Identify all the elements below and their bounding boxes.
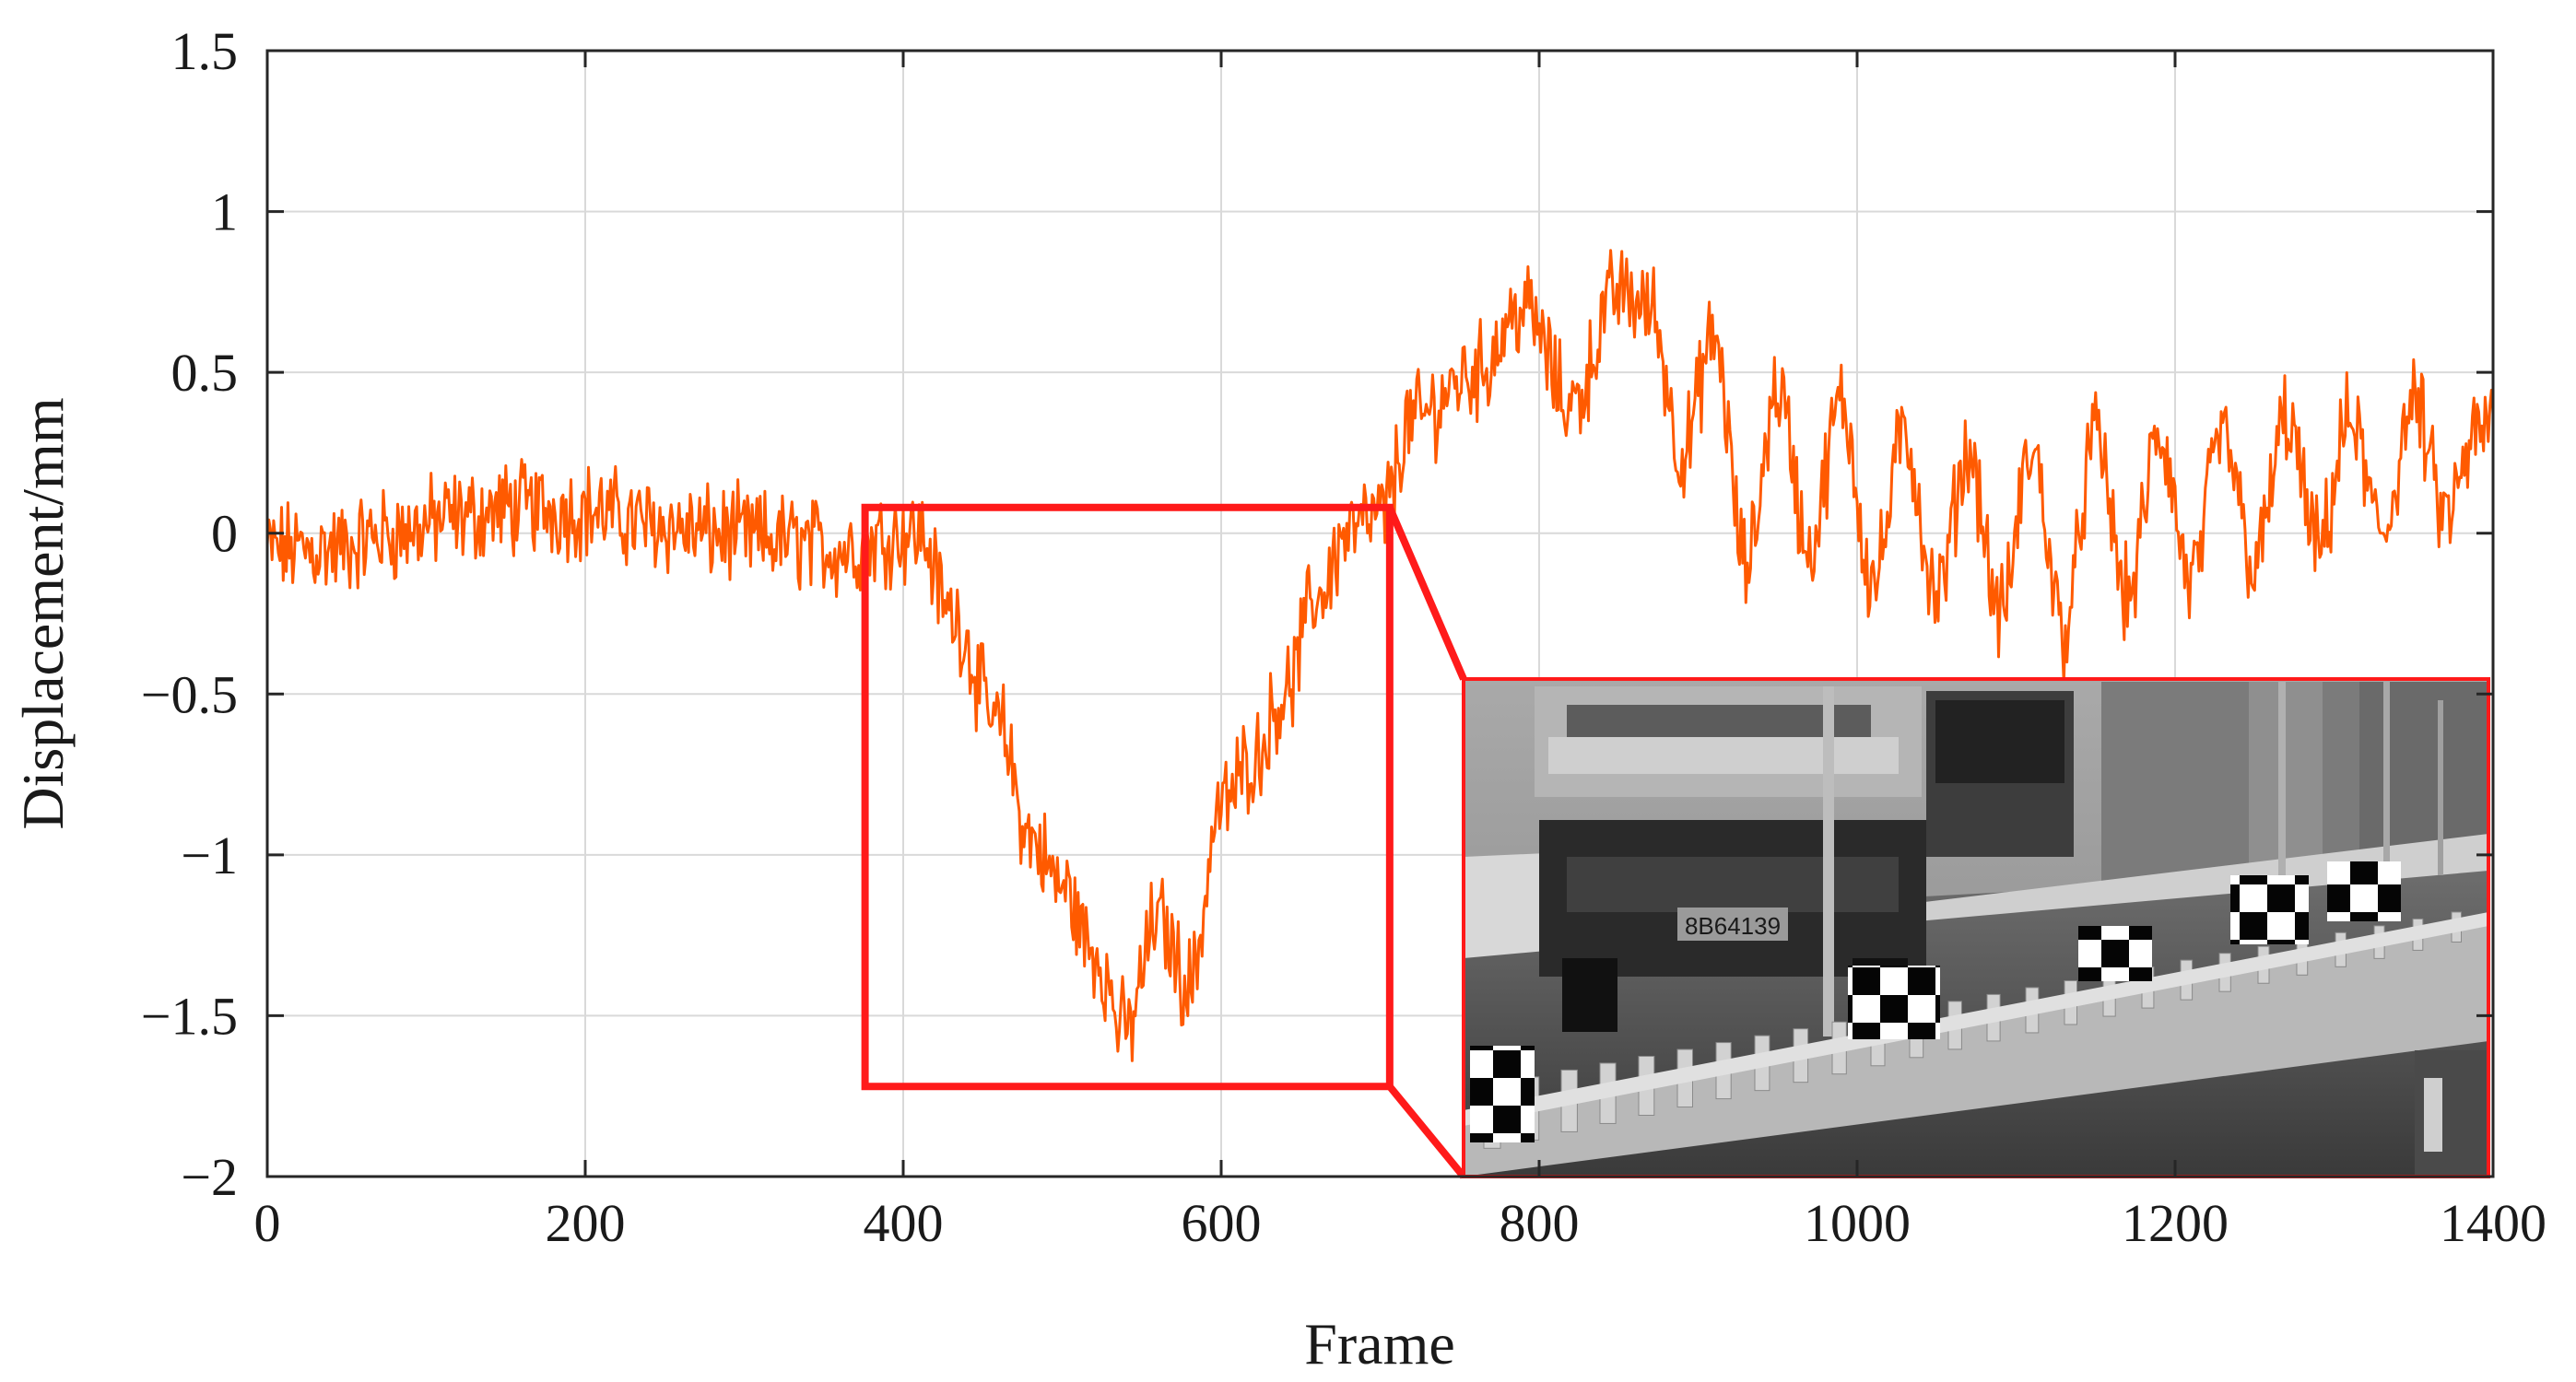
y-axis-label: Displacement/mm [10,397,76,829]
ticks [265,49,2495,1178]
y-tick-label: −1.5 [141,986,238,1046]
zoom-connector-bottom [1386,1083,1467,1179]
y-tick-label: −1 [181,826,238,885]
series-line [267,249,2493,1062]
x-tick-label: 0 [254,1193,281,1253]
x-tick-label: 400 [864,1193,944,1253]
plot-frame [265,49,2495,1178]
series-layer [267,249,2493,1062]
y-tick-label: 0 [211,504,238,564]
target-5 [2327,861,2401,921]
target-3 [2078,926,2152,981]
y-tick-label: −0.5 [141,664,238,724]
y-tick-label: 1 [211,182,238,242]
tick-labels: 0 200 400 600 800 1000 1200 1400 −2 −1.5 −1 −0.5 0 0.… [141,21,2547,1253]
x-axis-label: Frame [1304,1311,1455,1376]
target-2 [1848,966,1940,1039]
x-tick-label: 1400 [2440,1193,2547,1253]
y-tick-label: 0.5 [171,343,239,403]
zoom-layer [861,503,1467,1179]
x-tick-label: 600 [1182,1193,1262,1253]
zoom-connector-top [1386,506,1467,681]
inset-photo: 8B64139 [1462,677,2490,1178]
zoom-box [861,503,1394,1091]
x-tick-label: 800 [1500,1193,1580,1253]
x-tick-label: 1000 [1804,1193,1911,1253]
y-tick-label: −2 [181,1147,238,1207]
target-4 [2230,875,2309,944]
target-1 [1470,1046,1535,1142]
license-plate: 8B64139 [1685,912,1781,940]
x-tick-label: 1200 [2122,1193,2229,1253]
y-tick-label: 1.5 [171,21,239,81]
x-tick-label: 200 [546,1193,626,1253]
